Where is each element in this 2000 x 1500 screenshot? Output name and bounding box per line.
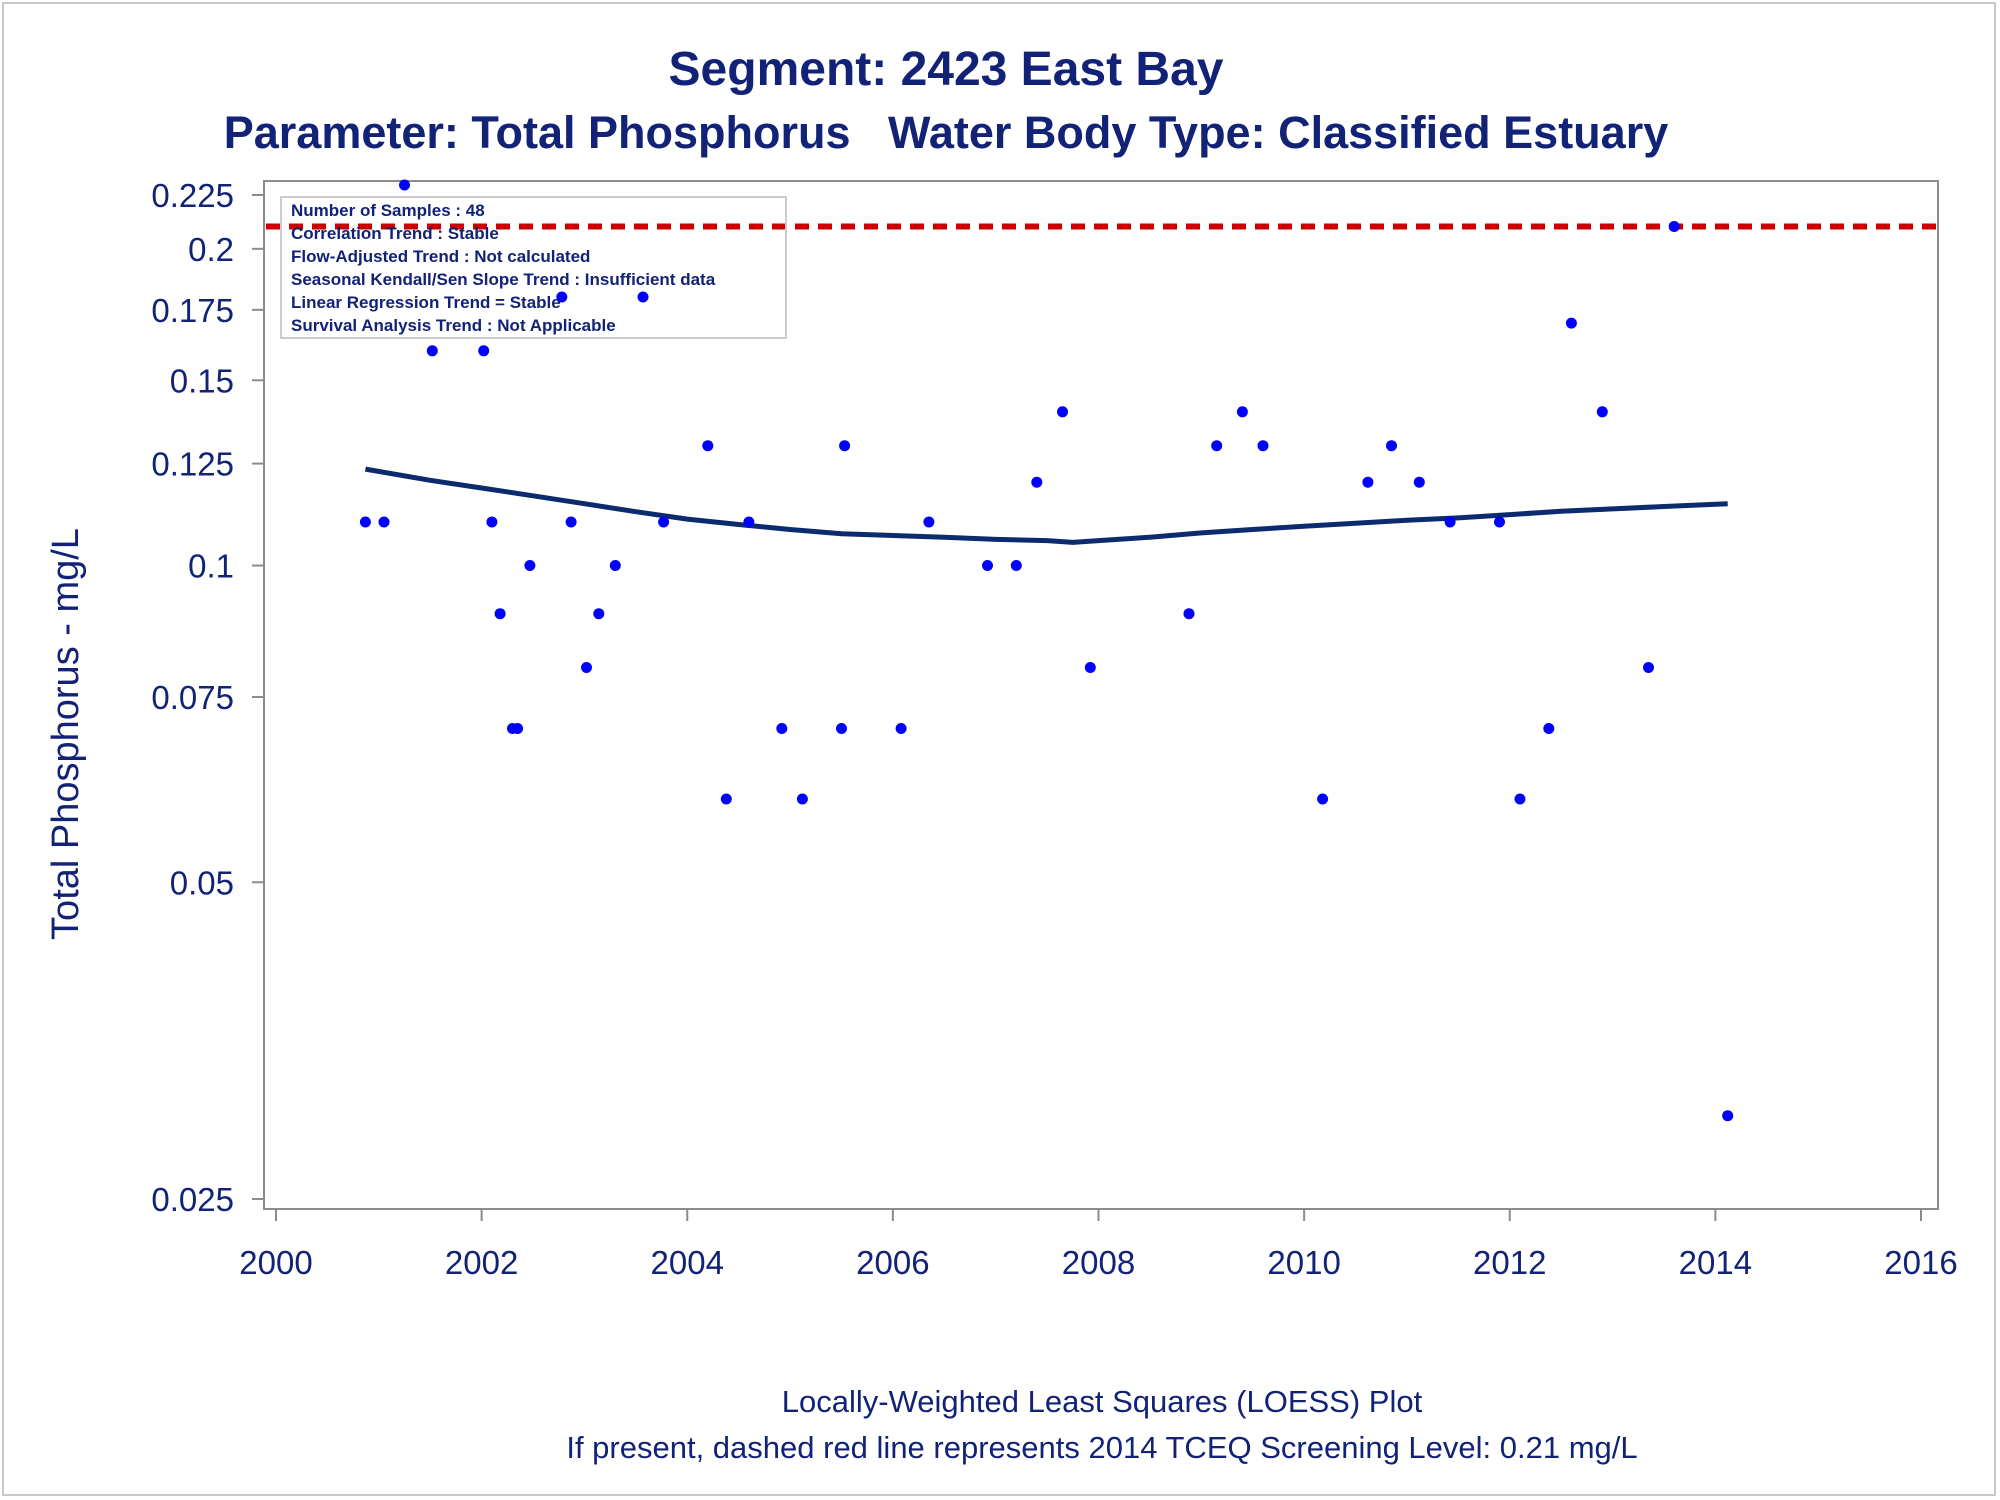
sample-point: [359, 516, 371, 528]
x-tick-label: 2000: [239, 1244, 312, 1281]
x-tick-label: 2006: [856, 1244, 929, 1281]
sample-point: [1211, 440, 1223, 452]
sample-point: [923, 516, 935, 528]
sample-point: [1084, 662, 1096, 673]
sample-point: [565, 516, 577, 528]
chart-subtitle: Parameter: Total Phosphorus Water Body T…: [224, 107, 1669, 158]
sample-point: [593, 608, 605, 620]
stats-box: Number of Samples : 48 Correlation Trend…: [280, 196, 787, 339]
sample-point: [609, 560, 621, 571]
footnote-screening-level: If present, dashed red line represents 2…: [566, 1430, 1637, 1465]
stats-line-samples: Number of Samples : 48: [291, 201, 485, 220]
sample-point: [836, 723, 847, 734]
y-tick-label: 0.2: [188, 231, 234, 268]
stats-line-survival: Survival Analysis Trend : Not Applicable: [291, 316, 616, 335]
sample-point: [378, 516, 390, 528]
sample-point: [743, 516, 755, 528]
sample-point: [776, 723, 788, 734]
sample-point: [581, 662, 592, 673]
y-axis: 0.025 0.05 0.075 0.1 0.125 0.15 0.175 0.2 0.225: [151, 177, 264, 1218]
sample-point: [1565, 317, 1577, 329]
sample-point: [982, 560, 993, 571]
sample-point: [720, 793, 732, 805]
sample-point: [556, 291, 568, 303]
sample-point: [1413, 476, 1425, 488]
y-tick-label: 0.125: [151, 446, 234, 483]
sample-point: [839, 440, 851, 452]
x-axis: 2000 2002 2004 2006 2008 2010 2012 2014 2016: [239, 1209, 1958, 1281]
sample-point: [1257, 440, 1269, 452]
sample-point: [1317, 793, 1329, 805]
y-tick-label: 0.025: [151, 1181, 234, 1218]
x-tick-label: 2004: [651, 1244, 724, 1281]
sample-point: [796, 793, 808, 805]
sample-point: [1057, 406, 1068, 418]
sample-point: [1643, 662, 1654, 673]
stats-line-correlation: Correlation Trend : Stable: [291, 224, 499, 243]
sample-point: [895, 723, 907, 734]
sample-point: [1722, 1110, 1734, 1122]
sample-point: [478, 345, 490, 357]
sample-point: [486, 516, 498, 528]
footnote-loess: Locally-Weighted Least Squares (LOESS) P…: [782, 1384, 1423, 1419]
stats-line-flow-adjusted: Flow-Adjusted Trend : Not calculated: [291, 247, 590, 266]
sample-point: [494, 608, 506, 620]
sample-point: [399, 179, 410, 191]
stats-line-seasonal-kendall: Seasonal Kendall/Sen Slope Trend : Insuf…: [291, 270, 716, 289]
stats-box-border: [280, 196, 787, 339]
y-tick-label: 0.175: [151, 292, 234, 329]
sample-point: [1596, 406, 1608, 418]
sample-point: [1362, 476, 1374, 488]
sample-point: [1543, 723, 1555, 734]
y-tick-label: 0.15: [170, 362, 234, 399]
x-tick-label: 2012: [1473, 1244, 1546, 1281]
sample-point: [1010, 560, 1022, 571]
sample-point: [702, 440, 714, 452]
chart-title: Segment: 2423 East Bay: [669, 43, 1224, 96]
sample-point: [426, 345, 438, 357]
x-tick-label: 2010: [1267, 1244, 1340, 1281]
x-tick-label: 2014: [1679, 1244, 1752, 1281]
sample-point: [1494, 516, 1505, 528]
sample-point: [512, 723, 524, 734]
x-tick-label: 2002: [445, 1244, 518, 1281]
sample-point: [1386, 440, 1397, 452]
x-tick-label: 2008: [1062, 1244, 1135, 1281]
plot-marks: [266, 179, 1936, 1122]
stats-line-linear-regression: Linear Regression Trend = Stable: [291, 293, 561, 312]
y-axis-label: Total Phosphorus - mg/L: [45, 528, 87, 940]
sample-point: [524, 560, 536, 571]
sample-point: [1031, 476, 1043, 488]
sample-point: [1236, 406, 1248, 418]
sample-point: [637, 291, 649, 303]
loess-curve: [364, 466, 1728, 545]
x-tick-label: 2016: [1884, 1244, 1957, 1281]
y-tick-label: 0.05: [170, 864, 234, 901]
y-tick-label: 0.225: [151, 177, 234, 214]
y-tick-label: 0.075: [151, 679, 234, 716]
sample-point: [1183, 608, 1195, 620]
y-tick-label: 0.1: [188, 548, 234, 585]
sample-point: [658, 516, 670, 528]
sample-point: [1444, 516, 1456, 528]
sample-point: [1668, 221, 1680, 232]
sample-point: [1514, 793, 1526, 805]
plot-area: [263, 180, 1939, 1210]
